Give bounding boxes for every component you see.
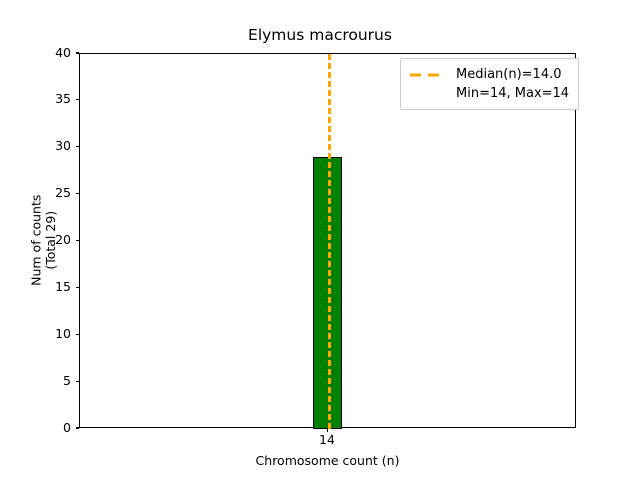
x-tick-mark [326, 428, 328, 432]
y-tick-label: 0 [63, 419, 71, 435]
y-tick-label: 35 [55, 91, 71, 107]
legend-label-median: Median(n)=14.0 [456, 67, 562, 82]
plot-area [79, 53, 576, 429]
y-tick-mark [75, 146, 79, 148]
y-tick-mark [75, 427, 79, 429]
median-line [327, 54, 331, 429]
legend-item-minmax: Min=14, Max=14 [409, 84, 569, 103]
y-tick-mark [75, 193, 79, 195]
y-tick-mark [75, 286, 79, 288]
y-tick-mark [75, 333, 79, 335]
y-tick-label: 10 [55, 325, 71, 341]
y-tick-mark [75, 99, 79, 101]
y-axis-label-total: (Total 29) [42, 210, 58, 270]
chart-title: Elymus macrourus [248, 26, 392, 44]
y-tick-label: 40 [55, 44, 71, 60]
y-tick-label: 30 [55, 138, 71, 154]
legend: Median(n)=14.0 Min=14, Max=14 [400, 58, 580, 110]
y-tick-label: 5 [63, 372, 71, 388]
y-tick-label: 20 [55, 232, 71, 247]
y-tick-mark [75, 52, 79, 54]
y-tick-mark [75, 239, 79, 242]
y-tick-label: 25 [55, 185, 71, 201]
x-tick-label: 14 [319, 432, 335, 447]
legend-item-median: Median(n)=14.0 [409, 65, 569, 84]
y-tick-mark [75, 380, 79, 382]
x-axis-label: Chromosome count (n) [255, 453, 400, 468]
dashed-line-marker-icon [410, 73, 446, 76]
y-axis-label: Num of counts [27, 194, 43, 286]
y-tick-label: 15 [55, 278, 71, 294]
legend-label-minmax: Min=14, Max=14 [456, 86, 570, 101]
